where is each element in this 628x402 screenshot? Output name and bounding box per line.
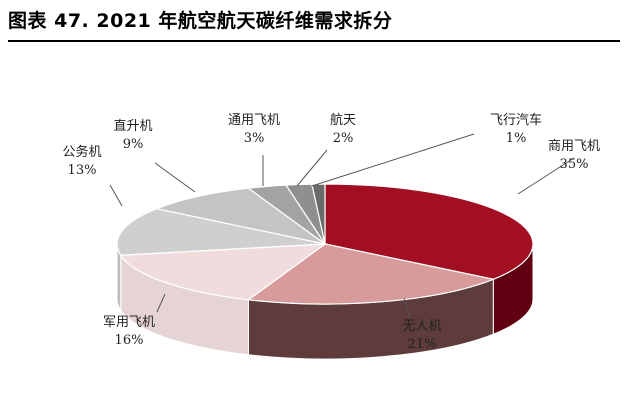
- leader-line-2: [156, 293, 166, 313]
- leader-line-6: [296, 149, 328, 187]
- value-label: 3%: [244, 131, 265, 146]
- value-label: 1%: [506, 131, 527, 146]
- pie-slice-0: [324, 183, 534, 280]
- category-label: 商用飞机: [548, 139, 600, 154]
- leader-line-3: [109, 184, 123, 207]
- value-label: 21%: [408, 337, 437, 352]
- category-label: 航天: [330, 112, 356, 128]
- pie-top-group: [116, 183, 534, 305]
- title-rule: [8, 40, 620, 42]
- pie-slice-3: [116, 208, 326, 256]
- value-label: 35%: [560, 157, 589, 172]
- chart-title: 图表 47. 2021 年航空航天碳纤维需求拆分: [8, 10, 393, 32]
- pie-side-group: [116, 243, 534, 360]
- category-label: 直升机: [113, 119, 152, 134]
- category-label: 军用飞机: [103, 315, 155, 330]
- pie-slice-2: [119, 243, 327, 301]
- leader-line-4: [154, 162, 196, 193]
- category-label: 通用飞机: [228, 113, 280, 128]
- pie-slice-4: [154, 187, 326, 245]
- category-label: 公务机: [62, 144, 101, 160]
- value-label: 9%: [123, 137, 144, 152]
- value-label: 16%: [115, 333, 144, 348]
- pie-slice-1: [246, 243, 496, 305]
- leader-line-7: [311, 133, 475, 187]
- leader-line-1: [403, 297, 411, 319]
- category-label: 飞行汽车: [490, 112, 542, 128]
- category-label: 无人机: [402, 319, 441, 334]
- leader-line-0: [517, 157, 575, 195]
- value-label: 2%: [333, 131, 354, 146]
- value-label: 13%: [68, 163, 97, 178]
- pie-label-group: 商用飞机 35% 无人机 21% 军用飞机 16% 公务机 13% 直升机 9% 通用飞机 3% 航天 2…: [62, 112, 600, 352]
